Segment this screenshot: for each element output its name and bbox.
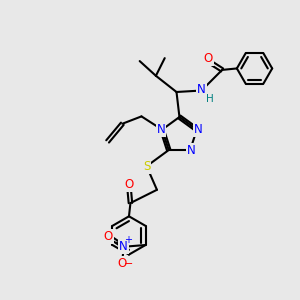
Text: N: N xyxy=(119,240,128,253)
Text: O: O xyxy=(204,52,213,65)
Text: +: + xyxy=(124,235,133,245)
Text: S: S xyxy=(143,160,150,173)
Text: O: O xyxy=(104,230,113,243)
Text: O: O xyxy=(124,178,134,191)
Text: H: H xyxy=(206,94,214,104)
Text: N: N xyxy=(197,83,206,96)
Text: O: O xyxy=(118,257,127,270)
Text: N: N xyxy=(187,143,196,157)
Text: N: N xyxy=(157,123,165,136)
Text: −: − xyxy=(124,259,134,269)
Text: N: N xyxy=(194,123,202,136)
